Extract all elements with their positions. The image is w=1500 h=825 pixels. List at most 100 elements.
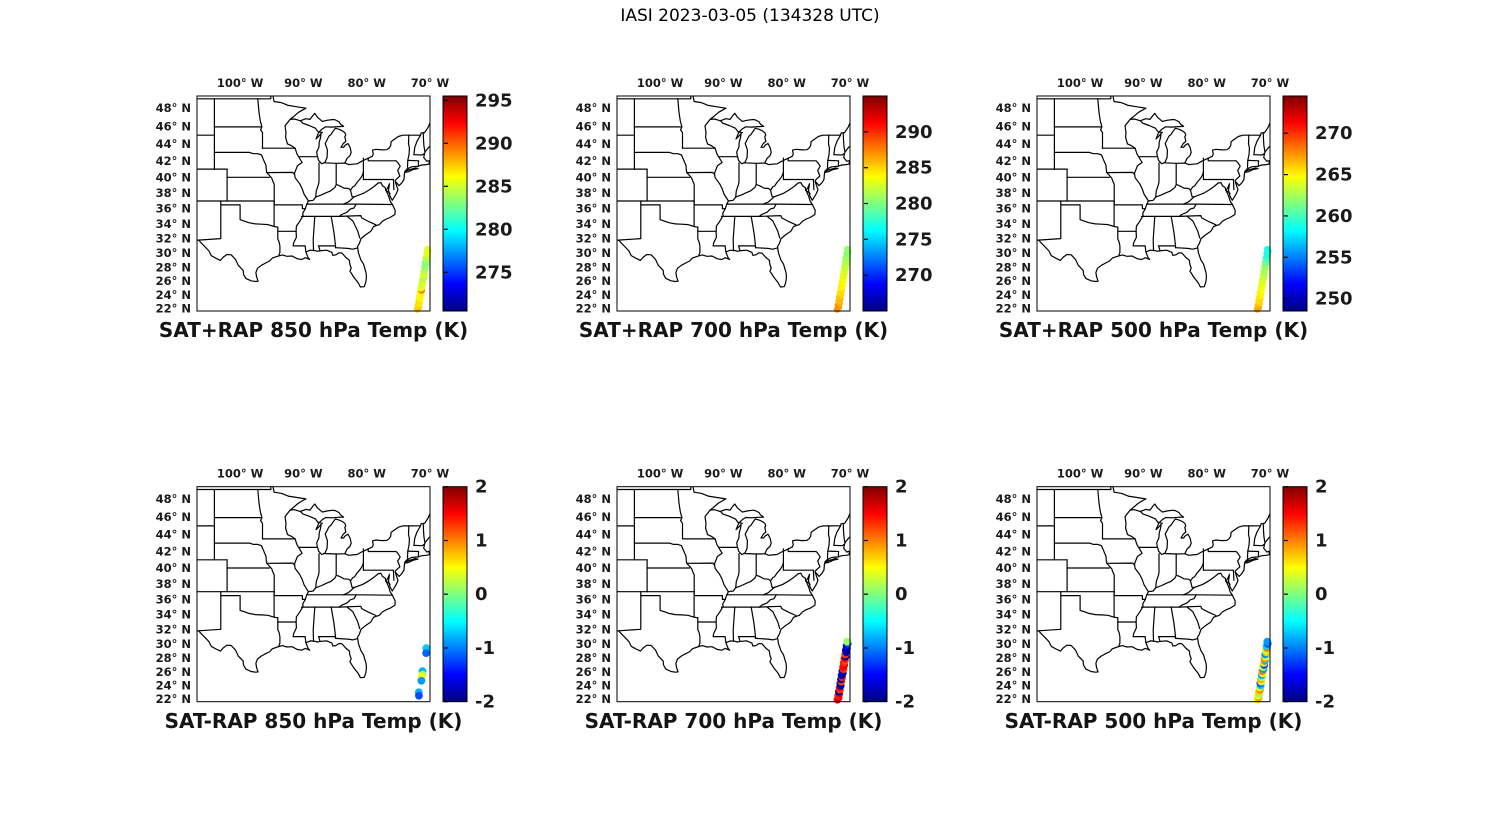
lat-tick-label: 32° N [156, 232, 191, 246]
us-state-boundaries-map [617, 486, 850, 679]
lat-tick-label: 38° N [156, 186, 191, 200]
lat-tick-label: 24° N [156, 679, 191, 693]
lat-tick-label: 32° N [576, 622, 611, 636]
lon-tick-label: 90° W [1124, 76, 1163, 90]
lat-tick-label: 44° N [996, 137, 1031, 151]
lon-tick-label: 90° W [284, 467, 323, 481]
observation-track [1253, 245, 1272, 313]
lat-tick-label: 26° N [996, 274, 1031, 288]
lon-tick-label: 80° W [347, 76, 386, 90]
data-point [844, 245, 851, 253]
colorbar-tick-label: 1 [475, 531, 488, 552]
lat-tick-label: 42° N [576, 545, 611, 559]
colorbar: -2 -1 0 1 2 [862, 477, 915, 713]
colorbar-tick-label: 260 [1315, 206, 1353, 227]
colorbar-tick-label: -1 [475, 638, 495, 659]
axis-labels: 100° W 90° W 80° W 70° W 48° N 46° N 44° N 42° … [576, 467, 870, 706]
colorbar-tick-label: 250 [1315, 289, 1353, 310]
lat-tick-label: 36° N [156, 592, 191, 606]
colorbar-tick-label: 270 [895, 265, 933, 286]
lat-tick-label: 32° N [996, 232, 1031, 246]
colorbar-tick-label: 0 [475, 584, 488, 605]
lat-tick-label: 36° N [996, 592, 1031, 606]
lon-tick-label: 80° W [767, 76, 806, 90]
colorbar: 275 280 285 290 295 [442, 90, 513, 312]
lon-tick-label: 80° W [347, 467, 386, 481]
lat-tick-label: 44° N [996, 528, 1031, 542]
data-point [415, 691, 423, 700]
lon-tick-label: 100° W [1057, 467, 1104, 481]
data-point [1264, 245, 1271, 253]
axis-labels: 100° W 90° W 80° W 70° W 48° N 46° N 44° N 42° … [996, 467, 1290, 706]
lat-tick-label: 28° N [996, 651, 1031, 665]
colorbar-tick-label: 280 [475, 219, 513, 240]
axis-labels: 100° W 90° W 80° W 70° W 48° N 46° N 44° N 42° … [576, 76, 870, 315]
observation-track [1253, 637, 1272, 704]
colorbar-tick-label: 0 [895, 584, 908, 605]
lon-tick-label: 100° W [217, 467, 264, 481]
lat-tick-label: 40° N [576, 170, 611, 184]
axis-labels: 100° W 90° W 80° W 70° W 48° N 46° N 44° N 42° … [156, 467, 450, 706]
panel-title-sat-minus-rap-500: SAT-RAP 500 hPa Temp (K) [1004, 708, 1303, 733]
lat-tick-label: 46° N [156, 119, 191, 133]
lon-tick-label: 100° W [637, 76, 684, 90]
lat-tick-label: 34° N [996, 217, 1031, 231]
colorbar-gradient [1282, 95, 1308, 312]
lat-tick-label: 36° N [996, 202, 1031, 216]
colorbar-tick-label: 1 [1315, 531, 1328, 552]
lon-tick-label: 100° W [1057, 76, 1104, 90]
lat-tick-label: 34° N [996, 608, 1031, 622]
lat-tick-label: 48° N [156, 492, 191, 506]
lat-tick-label: 34° N [576, 217, 611, 231]
lat-tick-label: 46° N [996, 119, 1031, 133]
lat-tick-label: 28° N [996, 260, 1031, 274]
lat-tick-label: 26° N [576, 274, 611, 288]
lat-tick-label: 44° N [156, 528, 191, 542]
colorbar-tick-label: 0 [1315, 584, 1328, 605]
colorbar-tick-label: 270 [1315, 123, 1353, 144]
colorbar-gradient [442, 95, 468, 312]
lat-tick-label: 48° N [576, 492, 611, 506]
lat-tick-label: 32° N [576, 232, 611, 246]
colorbar-tick-label: 285 [895, 158, 933, 179]
us-state-boundaries-map [617, 96, 850, 288]
lat-tick-label: 40° N [996, 561, 1031, 575]
lat-tick-label: 30° N [156, 637, 191, 651]
colorbar-tick-label: 2 [475, 477, 488, 498]
colorbar-tick-label: -2 [895, 692, 915, 713]
lat-tick-label: 24° N [996, 679, 1031, 693]
us-state-boundaries-map [1037, 486, 1270, 679]
colorbar: -2 -1 0 1 2 [442, 477, 495, 713]
lon-tick-label: 70° W [411, 467, 450, 481]
lat-tick-label: 22° N [996, 692, 1031, 706]
lat-tick-label: 46° N [576, 119, 611, 133]
lat-tick-label: 42° N [156, 545, 191, 559]
lat-tick-label: 26° N [156, 274, 191, 288]
panel-title-sat-plus-rap-700: SAT+RAP 700 hPa Temp (K) [578, 318, 889, 342]
lat-tick-label: 42° N [576, 154, 611, 168]
colorbar-tick-label: 265 [1315, 165, 1353, 186]
map-frame [196, 95, 431, 312]
lat-tick-label: 22° N [576, 692, 611, 706]
lon-tick-label: 70° W [831, 467, 870, 481]
lon-tick-label: 90° W [704, 76, 743, 90]
lat-tick-label: 34° N [576, 608, 611, 622]
lon-tick-label: 90° W [284, 76, 323, 90]
lon-tick-label: 90° W [704, 467, 743, 481]
lat-tick-label: 22° N [156, 301, 191, 315]
lat-tick-label: 46° N [996, 510, 1031, 524]
map-frame [616, 95, 851, 312]
lat-tick-label: 44° N [156, 137, 191, 151]
lat-tick-label: 30° N [156, 246, 191, 260]
colorbar: -2 -1 0 1 2 [1282, 477, 1335, 713]
panel-title-sat-minus-rap-700: SAT-RAP 700 hPa Temp (K) [584, 708, 883, 733]
lat-tick-label: 32° N [996, 622, 1031, 636]
lat-tick-label: 22° N [156, 692, 191, 706]
observation-track [413, 245, 432, 313]
lon-tick-label: 70° W [831, 76, 870, 90]
panel-sat-plus-rap-850: 100° W 90° W 80° W 70° W 48° N 46° N 44° N 42° … [156, 76, 513, 315]
lat-tick-label: 38° N [996, 577, 1031, 591]
lon-tick-label: 100° W [637, 467, 684, 481]
